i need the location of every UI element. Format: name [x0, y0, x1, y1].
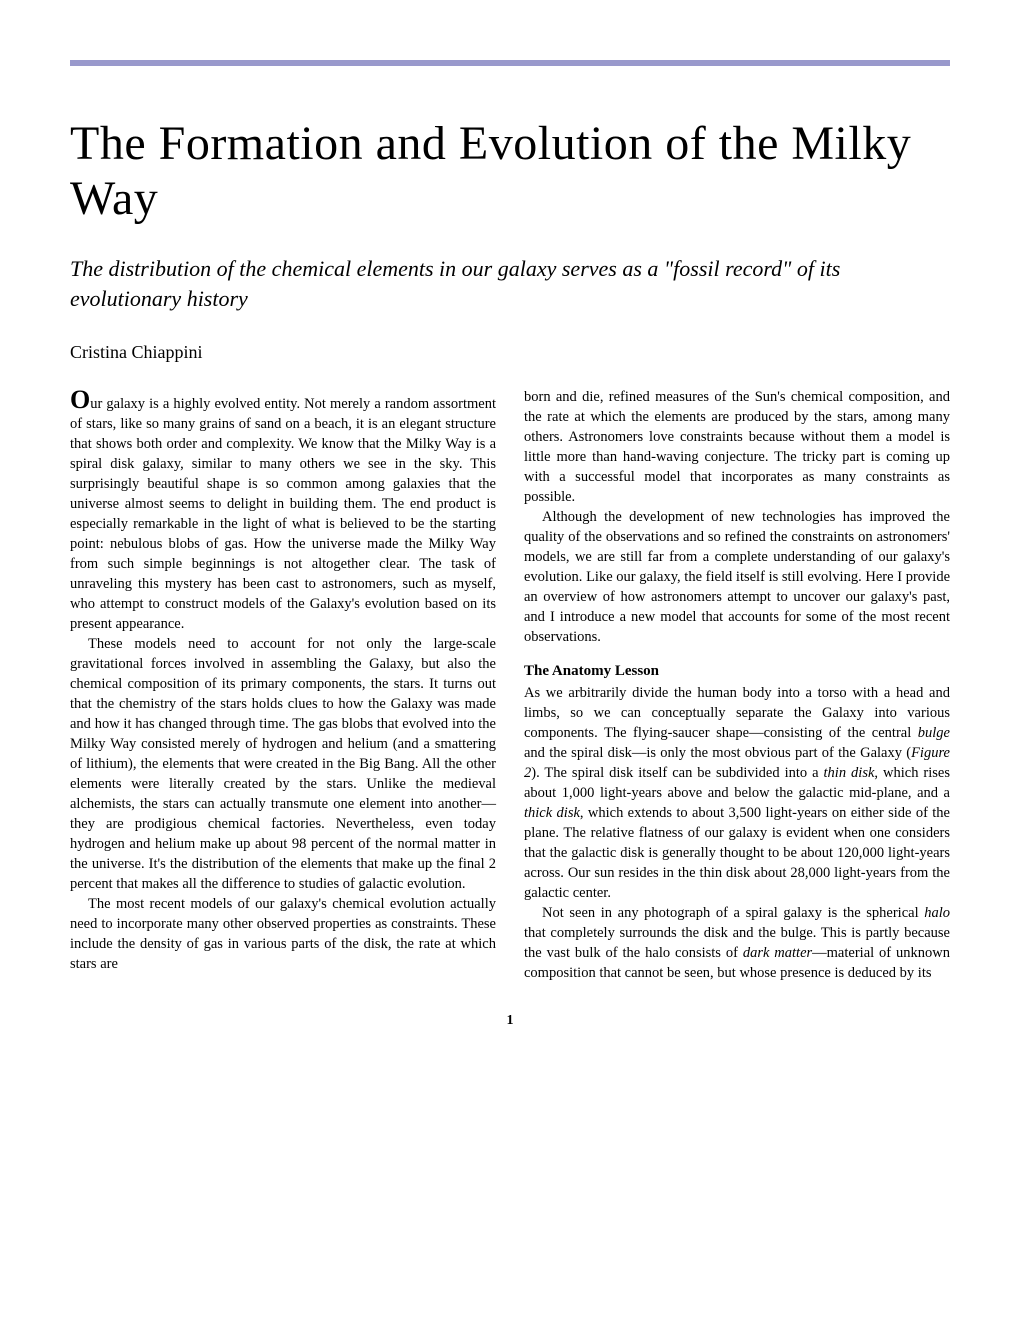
italic-term: bulge	[918, 725, 950, 741]
body-paragraph: As we arbitrarily divide the human body …	[524, 683, 950, 903]
text-columns: Our galaxy is a highly evolved entity. N…	[70, 387, 950, 984]
article-title: The Formation and Evolution of the Milky…	[70, 116, 950, 226]
right-column: born and die, refined measures of the Su…	[524, 387, 950, 984]
italic-term: halo	[924, 905, 950, 921]
paragraph-text: As we arbitrarily divide the human body …	[524, 685, 950, 741]
italic-term: thick disk	[524, 805, 580, 821]
page-number: 1	[70, 1013, 950, 1029]
article-subtitle: The distribution of the chemical element…	[70, 254, 950, 313]
paragraph-text: , which extends to about 3,500 light-yea…	[524, 805, 950, 901]
paragraph-text: and the spiral disk—is only the most obv…	[524, 745, 911, 761]
body-paragraph: Although the development of new technolo…	[524, 507, 950, 647]
top-accent-bar	[70, 60, 950, 66]
article-author: Cristina Chiappini	[70, 342, 950, 363]
left-column: Our galaxy is a highly evolved entity. N…	[70, 387, 496, 984]
section-heading: The Anatomy Lesson	[524, 661, 950, 682]
body-paragraph: Not seen in any photograph of a spiral g…	[524, 903, 950, 983]
body-paragraph: These models need to account for not onl…	[70, 634, 496, 894]
italic-term: thin disk	[824, 765, 875, 781]
body-paragraph: Our galaxy is a highly evolved entity. N…	[70, 387, 496, 634]
italic-term: dark matter	[743, 945, 812, 961]
dropcap-letter: O	[70, 385, 90, 414]
body-paragraph: born and die, refined measures of the Su…	[524, 387, 950, 507]
paragraph-text: ). The spiral disk itself can be subdivi…	[531, 765, 823, 781]
body-paragraph: The most recent models of our galaxy's c…	[70, 894, 496, 974]
paragraph-text: Not seen in any photograph of a spiral g…	[542, 905, 924, 921]
paragraph-text: ur galaxy is a highly evolved entity. No…	[70, 396, 496, 632]
